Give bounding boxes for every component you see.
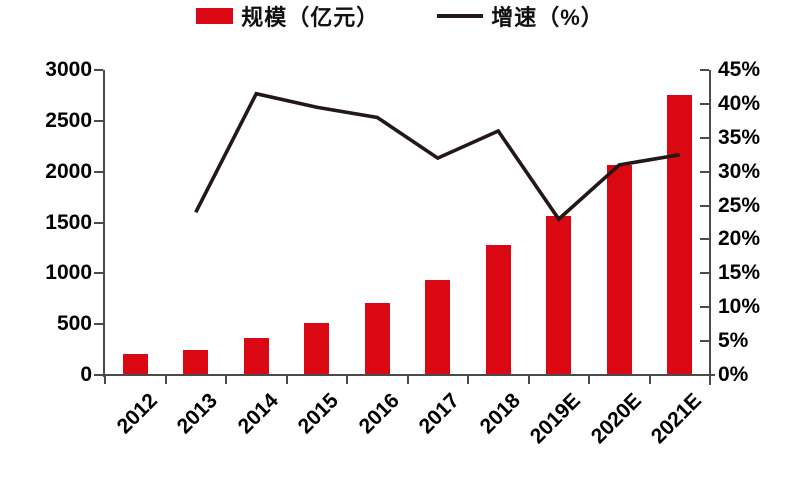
x-axis-tick [406, 376, 409, 384]
y-axis-right-tick [700, 136, 709, 139]
legend-label-scale: 规模（亿元） [241, 5, 380, 30]
x-axis [103, 374, 715, 376]
y-axis-right-tick [700, 204, 709, 207]
x-axis-category-label: 2020E [586, 389, 646, 449]
y-axis-right-label: 40% [718, 91, 761, 115]
x-axis-category-label: 2012 [112, 389, 162, 439]
y-axis-right-label: 15% [718, 261, 761, 285]
x-axis-tick [285, 376, 288, 384]
x-axis-tick [467, 376, 469, 384]
line-series-swatch-icon [437, 14, 484, 18]
y-axis-left-label: 2500 [45, 108, 92, 132]
y-axis-left-label: 1000 [45, 261, 92, 285]
y-axis-right-tick [700, 69, 709, 71]
y-axis-left-label: 1500 [45, 210, 92, 234]
x-axis-category-label: 2021E [646, 389, 707, 449]
x-axis-category-label: 2013 [172, 389, 223, 439]
y-axis-right-label: 5% [718, 329, 749, 353]
y-axis-right-tick [700, 238, 709, 241]
scale-bar-2020E [606, 164, 632, 375]
x-axis-category-label: 2016 [354, 389, 404, 439]
y-axis-right-label: 10% [718, 295, 761, 319]
scale-bar-2017 [425, 279, 451, 375]
x-axis-tick [104, 376, 106, 384]
y-axis-left-tick [94, 323, 103, 326]
y-axis-left-tick [94, 170, 103, 173]
scale-bar-2012 [122, 353, 148, 375]
x-axis-tick [346, 376, 348, 384]
x-axis-category-label: 2019E [525, 389, 586, 449]
x-axis-tick [164, 376, 167, 384]
scale-bar-2019E [546, 216, 572, 375]
y-axis-left-label: 500 [56, 312, 92, 336]
y-axis-right-tick [700, 306, 709, 309]
x-axis-category-label: 2017 [414, 389, 465, 439]
y-axis-right-tick [700, 340, 709, 343]
plot-area [105, 70, 710, 375]
y-axis-right [709, 70, 711, 385]
y-axis-left-tick [94, 374, 103, 376]
y-axis-right-label: 35% [718, 125, 761, 149]
y-axis-right-label: 30% [718, 159, 761, 183]
x-axis-tick [527, 376, 530, 384]
y-axis-left-label: 3000 [45, 58, 92, 81]
scale-bar-2016 [364, 302, 390, 375]
x-axis-tick [225, 376, 227, 384]
growth-polyline [194, 91, 681, 222]
y-axis-left-label: 0 [80, 363, 92, 386]
y-axis-left [103, 70, 105, 377]
y-axis-right-tick [700, 272, 709, 275]
y-axis-right-tick [700, 374, 709, 376]
x-axis-category-label: 2015 [293, 389, 344, 439]
y-axis-right-label: 0% [718, 363, 749, 386]
y-axis-left-tick [94, 272, 103, 275]
growth-line [194, 91, 681, 222]
x-axis-tick [709, 376, 711, 384]
x-axis-tick [588, 376, 590, 384]
scale-bar-2013 [183, 349, 209, 375]
x-axis-tick [648, 376, 651, 384]
legend-item-growth: 增速（%） [437, 0, 604, 32]
y-axis-right-label: 20% [718, 227, 761, 251]
x-axis-category-label: 2014 [233, 389, 283, 439]
y-axis-left-tick [94, 119, 103, 122]
bar-series-swatch-icon [196, 8, 234, 24]
scale-bar-2014 [243, 338, 269, 375]
y-axis-right-label: 45% [718, 58, 761, 81]
x-axis-category-label: 2018 [475, 389, 525, 439]
legend-label-growth: 增速（%） [491, 5, 604, 30]
y-axis-right-tick [700, 102, 709, 105]
scale-bar-2018 [485, 244, 511, 375]
y-axis-left-tick [94, 69, 103, 71]
y-axis-left-label: 2000 [45, 159, 92, 183]
legend: 规模（亿元） 增速（%） [0, 0, 800, 32]
y-axis-left-tick [94, 221, 103, 224]
y-axis-right-tick [700, 170, 709, 173]
scale-bar-2015 [304, 323, 330, 375]
legend-item-scale: 规模（亿元） [196, 0, 379, 32]
scale-bar-2021E [667, 95, 693, 375]
y-axis-right-label: 25% [718, 193, 761, 217]
